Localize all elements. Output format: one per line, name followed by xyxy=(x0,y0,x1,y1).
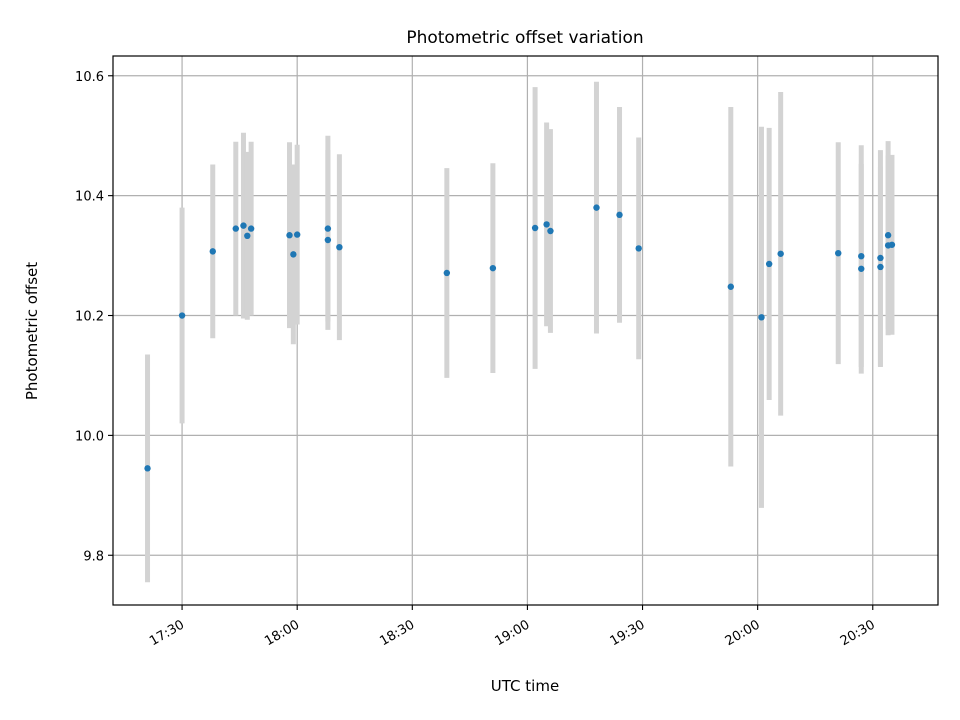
data-point xyxy=(244,232,251,240)
data-point xyxy=(877,263,884,271)
data-point xyxy=(443,269,451,277)
data-points xyxy=(144,204,896,472)
plot-frame xyxy=(112,55,939,606)
data-point xyxy=(543,221,550,228)
y-tick-label: 10.6 xyxy=(75,70,104,85)
data-point xyxy=(593,204,600,211)
data-point xyxy=(858,252,865,260)
data-point xyxy=(232,225,239,232)
y-tick-label: 10.0 xyxy=(75,429,104,444)
data-point xyxy=(877,254,884,262)
data-point xyxy=(884,232,892,239)
y-tick-label: 9.8 xyxy=(83,549,104,564)
data-point xyxy=(293,231,301,238)
y-axis: 9.8 10.0 10.2 10.4 10.6 xyxy=(75,70,113,564)
chart-title: Photometric offset variation xyxy=(406,28,643,48)
data-point xyxy=(531,224,539,232)
data-point xyxy=(240,222,247,229)
data-point xyxy=(336,243,343,251)
data-point xyxy=(777,250,784,257)
data-point xyxy=(286,232,293,239)
data-point xyxy=(324,225,332,232)
data-point xyxy=(324,236,332,244)
data-point xyxy=(835,249,842,257)
data-point xyxy=(765,260,773,268)
data-point xyxy=(547,227,554,235)
data-point xyxy=(209,248,216,255)
data-point xyxy=(616,211,623,219)
y-tick-label: 10.4 xyxy=(75,190,104,205)
data-point xyxy=(178,312,186,319)
data-point xyxy=(489,264,497,272)
data-point xyxy=(635,245,642,252)
x-axis-title: UTC time xyxy=(491,677,559,695)
data-point xyxy=(727,283,734,290)
data-point xyxy=(247,225,255,232)
data-point xyxy=(144,465,151,472)
data-point xyxy=(888,241,896,248)
y-axis-title: Photometric offset xyxy=(23,262,41,400)
data-point xyxy=(290,251,297,258)
y-tick-label: 10.2 xyxy=(75,310,104,325)
data-point xyxy=(758,314,765,321)
data-point xyxy=(858,265,865,272)
